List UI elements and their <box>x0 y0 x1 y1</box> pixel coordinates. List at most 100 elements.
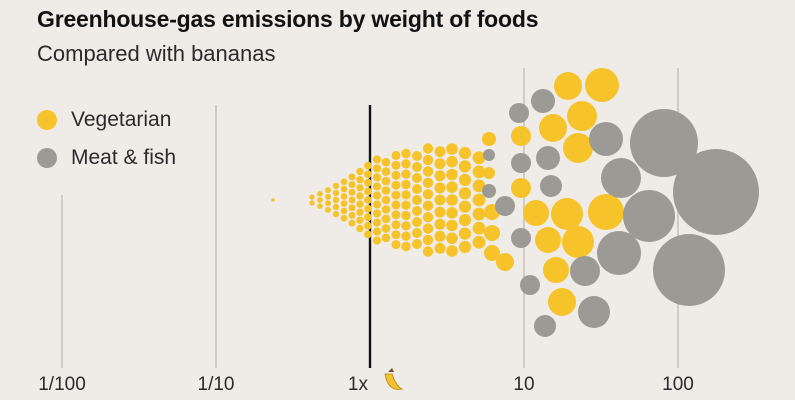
vegetarian-bubble <box>434 170 446 182</box>
vegetarian-bubble <box>554 72 582 100</box>
vegetarian-bubble <box>356 216 364 224</box>
vegetarian-bubble <box>332 182 340 190</box>
vegetarian-bubble <box>372 173 382 182</box>
vegetarian-bubble <box>325 187 331 194</box>
meat-fish-bubble <box>511 153 531 173</box>
bubbles <box>271 68 759 337</box>
meat-fish-bubble <box>536 146 560 170</box>
vegetarian-bubble <box>340 185 348 193</box>
vegetarian-bubble <box>446 155 458 168</box>
vegetarian-bubble <box>434 194 446 206</box>
vegetarian-bubble <box>458 240 472 254</box>
meat-fish-bubble <box>630 109 698 177</box>
vegetarian-bubble <box>364 221 372 230</box>
vegetarian-bubble <box>422 200 434 211</box>
vegetarian-bubble <box>446 194 458 206</box>
vegetarian-bubble <box>412 206 422 216</box>
vegetarian-bubble <box>391 190 401 200</box>
chart-subtitle: Compared with bananas <box>37 41 276 66</box>
vegetarian-bubble <box>372 227 382 236</box>
vegetarian-bubble <box>446 168 458 181</box>
vegetarian-bubble <box>309 194 315 200</box>
vegetarian-bubble <box>372 155 382 164</box>
vegetarian-bubble <box>391 180 401 190</box>
vegetarian-bubble <box>422 177 434 188</box>
legend-swatch-meat-fish <box>37 148 57 168</box>
vegetarian-bubble <box>381 167 391 176</box>
tick-label: 1/100 <box>38 374 86 395</box>
vegetarian-bubble <box>472 151 486 165</box>
vegetarian-bubble <box>364 161 372 170</box>
vegetarian-bubble <box>325 206 331 213</box>
vegetarian-bubble <box>422 246 434 257</box>
vegetarian-bubble <box>317 203 323 209</box>
vegetarian-bubble <box>372 236 382 245</box>
vegetarian-bubble <box>348 204 356 212</box>
vegetarian-bubble <box>412 239 422 249</box>
legend-vegetarian: Vegetarian <box>37 108 171 132</box>
vegetarian-bubble <box>543 257 569 283</box>
vegetarian-bubble <box>348 173 356 181</box>
vegetarian-bubble <box>401 231 411 241</box>
vegetarian-bubble <box>340 200 348 207</box>
vegetarian-bubble <box>325 193 331 200</box>
meat-fish-bubble <box>483 149 495 161</box>
legend-label-meat-fish: Meat & fish <box>71 146 177 169</box>
vegetarian-bubble <box>483 167 495 179</box>
vegetarian-bubble <box>588 194 624 230</box>
vegetarian-bubble <box>401 179 411 190</box>
vegetarian-bubble <box>472 179 486 193</box>
vegetarian-bubble <box>422 189 434 200</box>
vegetarian-bubble <box>511 126 531 146</box>
vegetarian-bubble <box>458 160 472 173</box>
vegetarian-bubble <box>356 176 364 184</box>
vegetarian-bubble <box>391 150 401 160</box>
vegetarian-bubble <box>372 218 382 227</box>
vegetarian-bubble <box>401 210 411 221</box>
vegetarian-bubble <box>340 207 348 215</box>
vegetarian-bubble <box>422 143 434 154</box>
vegetarian-bubble <box>482 132 496 146</box>
vegetarian-bubble <box>562 226 594 258</box>
vegetarian-bubble <box>381 157 391 167</box>
vegetarian-bubble <box>309 200 315 206</box>
vegetarian-bubble <box>563 133 593 163</box>
vegetarian-bubble <box>472 165 486 179</box>
tick-labels: 1/100 1/10 1x 10 100 <box>38 374 694 395</box>
vegetarian-bubble <box>332 203 340 211</box>
tick-label: 1/10 <box>198 374 235 395</box>
vegetarian-bubble <box>372 200 382 209</box>
vegetarian-bubble <box>364 230 372 239</box>
vegetarian-bubble <box>381 214 391 224</box>
vegetarian-bubble <box>391 160 401 170</box>
vegetarian-bubble <box>412 228 422 238</box>
vegetarian-bubble <box>391 210 401 220</box>
vegetarian-bubble <box>372 209 382 218</box>
meat-fish-bubble <box>520 275 540 295</box>
vegetarian-bubble <box>364 187 372 196</box>
meat-fish-bubble <box>531 89 555 113</box>
vegetarian-bubble <box>401 190 411 200</box>
vegetarian-bubble <box>401 148 411 159</box>
meat-fish-bubble <box>570 256 600 286</box>
vegetarian-bubble <box>422 234 434 246</box>
vegetarian-bubble <box>364 196 372 204</box>
vegetarian-bubble <box>434 230 446 242</box>
meat-fish-bubble <box>589 122 623 156</box>
vegetarian-bubble <box>340 178 348 186</box>
chart-title: Greenhouse-gas emissions by weight of fo… <box>37 6 539 32</box>
vegetarian-bubble <box>401 200 411 210</box>
vegetarian-bubble <box>356 208 364 216</box>
vegetarian-bubble <box>372 182 382 191</box>
vegetarian-bubble <box>364 178 372 187</box>
vegetarian-bubble <box>422 223 434 234</box>
meat-fish-bubble <box>623 190 675 242</box>
vegetarian-bubble <box>348 196 356 204</box>
meat-fish-bubble <box>653 234 725 306</box>
vegetarian-bubble <box>484 225 500 241</box>
vegetarian-bubble <box>317 197 323 203</box>
vegetarian-bubble <box>434 218 446 230</box>
vegetarian-bubble <box>484 245 500 261</box>
tick-label: 10 <box>513 374 534 395</box>
vegetarian-bubble <box>356 200 364 208</box>
